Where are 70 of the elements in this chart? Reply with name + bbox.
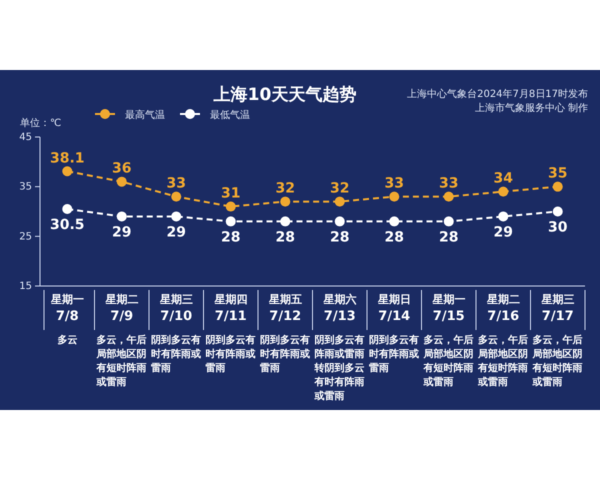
point [389, 192, 400, 202]
data-label: 30.5 [50, 217, 85, 234]
data-label: 29 [494, 224, 513, 240]
data-label: 31 [221, 186, 240, 202]
data-label: 29 [166, 224, 186, 240]
point [444, 192, 454, 202]
point [334, 196, 345, 207]
data-label: 32 [330, 180, 350, 197]
x-tick-label: 星期三 7/17 [540, 293, 574, 324]
point [226, 216, 236, 226]
x-tick-label: 星期二 7/16 [486, 293, 520, 324]
x-tick-label: 星期一 7/8 [50, 293, 84, 324]
text: 多云，午后局部地区阴有短时阵雨或雷雨 [477, 334, 528, 388]
text: 阴到多云有时有阵雨或雷雨 [260, 334, 310, 374]
point [171, 211, 182, 222]
text: 多云，午后局部地区阴有短时阵雨或雷雨 [422, 334, 474, 388]
text: 阴到多云有时有阵雨或雷雨 [369, 334, 419, 374]
point [226, 202, 236, 212]
text: 阴到多云有阵雨或雷雨转阴到多云有时有阵雨或雷雨 [314, 334, 364, 402]
text: 多云，午后局部地区阴有短时阵雨或雷雨 [96, 334, 146, 388]
legend-label: 最低气温 [210, 109, 250, 121]
y-tick-label: 45 [19, 132, 32, 143]
text: 上海中心气象台2024年7月8日17时发布 [407, 88, 588, 100]
text: 阴到多云有时有阵雨或雷雨 [151, 334, 201, 374]
data-label: 29 [112, 224, 132, 240]
point [498, 211, 508, 222]
data-label: 28 [221, 229, 240, 246]
x-tick-label: 星期五 7/12 [268, 293, 302, 324]
point [444, 216, 454, 226]
x-tick-label: 星期日 7/14 [376, 293, 411, 324]
text: 多云，午后局部地区阴有短时阵雨或雷雨 [532, 334, 582, 388]
data-label: 30 [548, 220, 568, 236]
point [116, 176, 127, 187]
text: 上海市气象服务中心 制作 [474, 102, 588, 114]
data-label: 28 [384, 229, 404, 246]
chart-title: 上海10天天气趋势 [212, 85, 356, 105]
x-tick-label: 星期六 7/13 [322, 293, 356, 324]
x-tick-label: 星期二 7/9 [104, 293, 138, 324]
data-label: 35 [548, 166, 568, 182]
data-label: 38.1 [50, 150, 85, 166]
point [389, 216, 400, 226]
y-axis-title: 单位：℃ [20, 117, 62, 129]
data-label: 32 [276, 180, 295, 197]
x-tick-label: 星期三 7/10 [158, 293, 193, 324]
point [62, 166, 72, 176]
point [280, 216, 290, 226]
y-tick-label: 15 [19, 281, 32, 292]
data-label: 28 [439, 229, 458, 246]
data-label: 33 [439, 176, 458, 192]
point [280, 196, 290, 207]
y-tick-label: 25 [19, 231, 32, 242]
point [498, 186, 508, 197]
data-label: 33 [384, 176, 404, 192]
point [552, 182, 563, 192]
point [116, 211, 127, 222]
data-label: 36 [112, 160, 132, 177]
data-label: 33 [166, 176, 186, 192]
point [334, 216, 345, 226]
text: 阴到多云有时有阵雨或雷雨 [206, 334, 256, 374]
x-tick-label: 星期四 7/11 [213, 293, 248, 324]
point [171, 192, 182, 202]
data-label: 28 [276, 229, 295, 246]
x-tick-label: 星期一 7/15 [431, 293, 466, 324]
data-label: 28 [330, 229, 350, 246]
point [552, 206, 563, 216]
data-label: 34 [494, 170, 514, 187]
legend-label: 最高气温 [125, 109, 165, 121]
point [62, 204, 72, 214]
text: 多云 [57, 334, 78, 346]
y-tick-label: 35 [19, 182, 32, 193]
